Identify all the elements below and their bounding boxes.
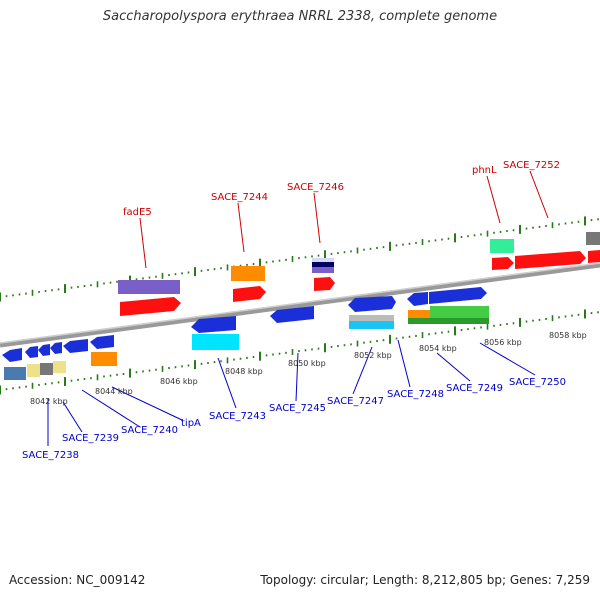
kbp-label: 8042 kbp xyxy=(30,397,68,406)
gene-arrow[interactable] xyxy=(38,344,50,356)
ruler-ticks-bottom xyxy=(0,309,599,395)
gene-box[interactable] xyxy=(349,321,394,329)
gene-label-fade5[interactable]: fadE5 xyxy=(123,207,152,218)
genome-backbone-highlight xyxy=(0,262,600,344)
gene-box[interactable] xyxy=(53,361,66,373)
gene-label-sace-7250[interactable]: SACE_7250 xyxy=(509,377,566,388)
gene-arrow[interactable] xyxy=(191,316,236,333)
gene-arrow[interactable] xyxy=(515,251,586,269)
gene-label-sace-7244[interactable]: SACE_7244 xyxy=(211,192,268,203)
gene-box[interactable] xyxy=(192,334,239,350)
gene-arrow[interactable] xyxy=(348,296,396,312)
top-gene-labels: fadE5 SACE_7244 SACE_7246 phnL SACE_7252 xyxy=(123,160,560,218)
kbp-labels: 8042 kbp 8044 kbp 8046 kbp 8048 kbp 8050… xyxy=(30,331,587,406)
gene-arrow[interactable] xyxy=(120,297,181,316)
gene-box[interactable] xyxy=(231,266,265,281)
gene-box[interactable] xyxy=(408,318,489,324)
gene-label-tipa[interactable]: tipA xyxy=(181,418,201,429)
gene-arrow[interactable] xyxy=(429,287,487,304)
ruler-ticks-top xyxy=(0,216,599,302)
gene-label-sace-7247[interactable]: SACE_7247 xyxy=(327,396,384,407)
gene-arrow[interactable] xyxy=(314,277,335,291)
gene-box[interactable] xyxy=(430,306,489,318)
gene-label-sace-7252[interactable]: SACE_7252 xyxy=(503,160,560,171)
gene-box[interactable] xyxy=(312,258,334,263)
kbp-label: 8056 kbp xyxy=(484,338,522,347)
gene-features xyxy=(2,232,600,380)
gene-label-sace-7238[interactable]: SACE_7238 xyxy=(22,450,79,461)
kbp-label: 8054 kbp xyxy=(419,344,457,353)
gene-box[interactable] xyxy=(408,310,430,318)
gene-arrow[interactable] xyxy=(63,339,88,353)
gene-arrow[interactable] xyxy=(50,342,62,354)
gene-arrow[interactable] xyxy=(90,335,114,349)
gene-arrow[interactable] xyxy=(492,257,514,270)
gene-label-sace-7239[interactable]: SACE_7239 xyxy=(62,433,119,444)
gene-arrow[interactable] xyxy=(2,348,22,362)
label-leaders xyxy=(47,170,549,446)
gene-box[interactable] xyxy=(312,267,334,273)
gene-box[interactable] xyxy=(40,363,53,375)
gene-label-sace-7243[interactable]: SACE_7243 xyxy=(209,411,266,422)
gene-label-sace-7240[interactable]: SACE_7240 xyxy=(121,425,178,436)
gene-box[interactable] xyxy=(349,315,394,321)
gene-box[interactable] xyxy=(118,280,180,294)
gene-arrow[interactable] xyxy=(270,306,314,323)
gene-box[interactable] xyxy=(4,367,26,380)
kbp-label: 8050 kbp xyxy=(288,359,326,368)
kbp-label: 8048 kbp xyxy=(225,367,263,376)
gene-label-sace-7249[interactable]: SACE_7249 xyxy=(446,383,503,394)
gene-box[interactable] xyxy=(312,262,334,267)
gene-arrow[interactable] xyxy=(588,250,600,263)
gene-box[interactable] xyxy=(91,352,117,366)
gene-label-sace-7245[interactable]: SACE_7245 xyxy=(269,403,326,414)
kbp-label: 8044 kbp xyxy=(95,387,133,396)
gene-box[interactable] xyxy=(586,232,600,245)
map-title: Saccharopolyspora erythraea NRRL 2338, c… xyxy=(102,9,498,24)
gene-label-phnl[interactable]: phnL xyxy=(472,165,497,176)
gene-label-sace-7248[interactable]: SACE_7248 xyxy=(387,389,444,400)
gene-arrow[interactable] xyxy=(233,286,266,302)
kbp-label: 8046 kbp xyxy=(160,377,198,386)
bottom-gene-labels: SACE_7238 SACE_7239 SACE_7240 tipA SACE_… xyxy=(22,377,566,461)
kbp-label: 8052 kbp xyxy=(354,351,392,360)
gene-box[interactable] xyxy=(490,239,514,253)
gene-box[interactable] xyxy=(27,364,40,377)
accession-text: Accession: NC_009142 xyxy=(9,573,146,587)
kbp-label: 8058 kbp xyxy=(549,331,587,340)
genome-summary-text: Topology: circular; Length: 8,212,805 bp… xyxy=(260,573,590,587)
genome-backbone xyxy=(0,262,600,348)
gene-label-sace-7246[interactable]: SACE_7246 xyxy=(287,182,344,193)
gene-arrow[interactable] xyxy=(407,292,428,306)
gene-arrow[interactable] xyxy=(25,346,38,358)
